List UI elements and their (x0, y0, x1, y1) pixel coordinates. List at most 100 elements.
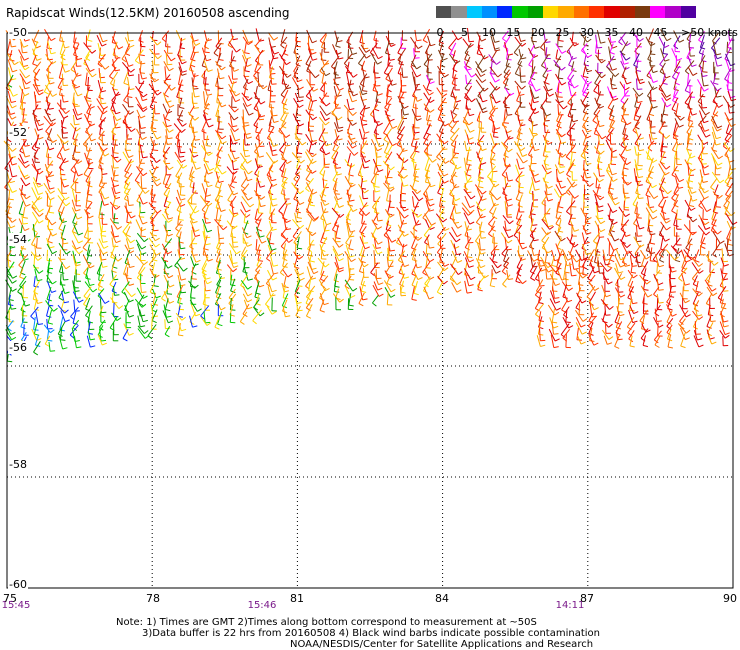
wind-barb-flag (442, 218, 448, 223)
wind-barb (712, 201, 717, 213)
wind-barb-flag (618, 41, 623, 46)
wind-barb (489, 66, 499, 78)
wind-barb-flag (534, 96, 540, 100)
wind-barb-flag (180, 203, 186, 207)
wind-barb-flag (601, 135, 607, 140)
wind-barb (227, 190, 234, 201)
wind-barb-flag (547, 185, 553, 189)
wind-barb-flag (609, 118, 615, 122)
wind-barb (398, 210, 403, 225)
wind-barb (530, 138, 535, 151)
wind-barb-flag (75, 246, 81, 250)
wind-barb-flag (10, 225, 16, 229)
wind-barb (479, 226, 482, 239)
wind-barb (635, 78, 638, 90)
wind-barb (254, 208, 258, 220)
wind-barb-flag (56, 156, 62, 160)
wind-barb-flag (207, 171, 213, 175)
wind-barb-flag (181, 73, 187, 76)
wind-barb (554, 164, 561, 174)
wind-barb (477, 171, 482, 181)
wind-barb-flag (517, 144, 523, 147)
wind-barb-flag (102, 39, 108, 43)
wind-barb (426, 145, 429, 155)
wind-barb (125, 134, 129, 144)
wind-barb (308, 114, 311, 127)
wind-barb-flag (31, 147, 37, 152)
wind-barb (268, 193, 274, 207)
wind-barb (162, 310, 169, 323)
wind-barb-flag (581, 257, 587, 262)
wind-barb-flag (335, 45, 341, 48)
wind-barb (31, 232, 38, 245)
wind-barb-flag (305, 95, 311, 100)
wind-barb (465, 95, 468, 109)
wind-barb-flag (207, 69, 213, 72)
wind-barb (307, 188, 314, 202)
wind-barb-flag (403, 105, 409, 109)
wind-barb (635, 71, 641, 84)
wind-barb-flag (325, 102, 331, 107)
wind-barb-flag (345, 217, 351, 221)
wind-barb (673, 30, 680, 43)
wind-barb (660, 29, 668, 41)
wind-barb (531, 59, 534, 73)
wind-barb (270, 73, 273, 85)
wind-barb (333, 78, 340, 91)
wind-barb (566, 200, 576, 212)
wind-barb (634, 146, 637, 156)
wind-barb (504, 196, 509, 207)
wind-barb (242, 285, 249, 297)
wind-barb (321, 71, 325, 84)
wind-barb (478, 102, 484, 113)
wind-barb-flag (319, 309, 325, 313)
wind-barb-flag (200, 315, 205, 320)
wind-barb (726, 226, 733, 239)
wind-barb (20, 56, 24, 67)
wind-barb (347, 90, 353, 102)
wind-barb-flag (457, 260, 463, 264)
wind-barb (438, 255, 445, 267)
wind-barb (189, 205, 197, 218)
wind-barb (452, 50, 456, 60)
wind-barb (545, 267, 548, 280)
wind-barb-flag (78, 240, 84, 244)
wind-barb (176, 201, 183, 211)
wind-barb-flag (546, 69, 552, 72)
wind-barb-flag (416, 190, 422, 194)
wind-barb (294, 286, 300, 296)
wind-barb-flag (363, 47, 369, 50)
wind-barb-flag (100, 119, 106, 122)
wind-barb-flag (151, 234, 157, 237)
wind-barb-flag (598, 205, 604, 208)
wind-barb (123, 291, 130, 303)
wind-barb-flag (206, 194, 212, 197)
wind-barb-flag (338, 252, 344, 257)
wind-barb (243, 266, 249, 281)
wind-barb (61, 93, 64, 103)
wind-barb (293, 251, 300, 260)
wind-barb-flag (352, 140, 358, 145)
wind-barb-flag (635, 69, 642, 72)
wind-barb (138, 194, 144, 205)
wind-barb (556, 237, 562, 248)
wind-barb (422, 28, 431, 41)
wind-barb-flag (503, 122, 509, 124)
wind-barb (636, 188, 640, 199)
wind-barb (411, 243, 418, 255)
wind-barb (566, 44, 574, 53)
wind-barb (621, 66, 627, 78)
wind-barb-flag (490, 285, 496, 288)
wind-barb (162, 139, 167, 153)
wind-barb (621, 242, 628, 254)
wind-barb (517, 182, 521, 193)
wind-barb (164, 325, 171, 335)
wind-barb-flag (298, 99, 304, 103)
wind-barb (163, 79, 172, 91)
wind-barb-flag (129, 160, 135, 164)
wind-barb-flag (279, 272, 285, 276)
wind-barb (178, 79, 183, 90)
wind-barb (698, 188, 705, 200)
wind-barb (515, 220, 521, 232)
wind-barb-flag (717, 64, 723, 67)
